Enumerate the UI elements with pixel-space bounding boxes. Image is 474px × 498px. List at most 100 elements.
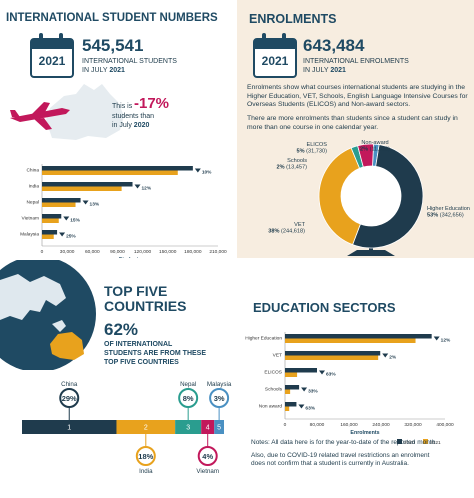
- stand-stem: [369, 246, 373, 252]
- x-tick-label: 150,000: [159, 249, 177, 255]
- slice-percent: 2%: [360, 147, 370, 153]
- percent-badge: [135, 446, 156, 466]
- enrol-count: 643,484: [303, 36, 365, 55]
- percent-badge: [209, 388, 230, 408]
- bar-2020: [42, 230, 58, 235]
- x-axis-title: Students: [119, 257, 142, 258]
- enrolments-panel: ENROLMENTS 2021 643,484 INTERNATIONAL EN…: [237, 0, 474, 258]
- sectors-panel: EDUCATION SECTORS 0 80,000 160,000 240,000 3…: [237, 258, 474, 498]
- category-label: Higher Education: [245, 336, 282, 342]
- intl-students-panel: INTERNATIONAL STUDENT NUMBERS 2021 545,5…: [0, 0, 237, 258]
- slice-value: 53% (342,656): [427, 213, 464, 219]
- bar-2021: [42, 186, 122, 191]
- bar-2021: [285, 338, 416, 343]
- intl-change-desc: students than in July 2020: [112, 113, 155, 129]
- segment-number: 1: [67, 425, 71, 432]
- category-label: Non award: [259, 404, 283, 410]
- slice-name: VET: [294, 222, 305, 228]
- stand-icon: [347, 250, 395, 256]
- countries-bar-chart: 0 30,000 60,000 90,000 120,000 150,000 180,000…: [20, 164, 227, 258]
- decrease-arrow-icon: [319, 370, 325, 375]
- stack-segment: [214, 420, 224, 434]
- slice-value: 2% (11,023): [360, 147, 390, 153]
- slice-name: ELICOS: [306, 142, 327, 148]
- x-tick-label: 60,000: [85, 249, 100, 255]
- country-label: Vietnam: [196, 468, 219, 475]
- slice-count: (31,730): [306, 149, 327, 155]
- decrease-arrow-icon: [82, 200, 89, 205]
- australia-map-icon: [10, 84, 124, 140]
- change-label: 13%: [90, 202, 100, 208]
- slice-count: (13,457): [286, 165, 307, 171]
- slice-count: (11,023): [370, 147, 391, 153]
- bar-2021: [285, 372, 298, 377]
- slice-value: 5% (31,730): [297, 149, 328, 155]
- percent-label: 18%: [138, 452, 153, 461]
- segment-number: 4: [206, 425, 210, 432]
- x-tick-label: 80,000: [310, 422, 325, 428]
- change-label: 63%: [326, 372, 336, 378]
- segment-number: 3: [186, 425, 190, 432]
- x-tick-label: 30,000: [60, 249, 75, 255]
- bar-2021: [285, 406, 290, 411]
- slice-name: Schools: [287, 158, 307, 164]
- bar-2021: [42, 170, 178, 175]
- category-label: Vietnam: [21, 216, 39, 222]
- percent-label: 29%: [62, 394, 77, 403]
- x-tick-label: 120,000: [134, 249, 152, 255]
- x-tick-label: 240,000: [372, 422, 390, 428]
- airplane-icon: [10, 102, 70, 130]
- category-label: Schools: [265, 387, 283, 393]
- top5-title: TOP FIVE COUNTRIES: [104, 283, 187, 314]
- category-label: Malaysia: [20, 232, 39, 238]
- top-five-panel: TOP FIVE COUNTRIES 62% OF INTERNATIONAL …: [0, 258, 237, 498]
- decrease-arrow-icon: [382, 353, 389, 358]
- intl-desc: INTERNATIONAL STUDENTS IN JULY 2021: [82, 58, 177, 74]
- decrease-arrow-icon: [194, 168, 201, 173]
- top5-desc: OF INTERNATIONAL STUDENTS ARE FROM THESE…: [104, 341, 207, 366]
- bar-2020: [42, 182, 133, 187]
- slice-name: Non-award: [361, 140, 388, 146]
- donut-hole: [341, 166, 401, 226]
- legend-label: 2020: [404, 440, 415, 446]
- sectors-title: EDUCATION SECTORS: [253, 300, 396, 315]
- decrease-arrow-icon: [59, 232, 66, 237]
- x-tick-label: 400,000: [436, 422, 454, 428]
- enrol-year: 2021: [261, 54, 289, 68]
- enrol-paragraph-2: There are more enrolments than students …: [247, 115, 458, 131]
- change-label: 25%: [66, 234, 76, 240]
- x-tick-label: 90,000: [110, 249, 125, 255]
- this-is-label: This is: [112, 103, 133, 110]
- globe-icon: [0, 260, 96, 370]
- segment-number: 5: [217, 425, 221, 432]
- percent-badge: [178, 388, 199, 408]
- sectors-bar-chart: 0 80,000 160,000 240,000 320,000 400,000 Enrol…: [245, 332, 454, 446]
- bar-2021: [285, 355, 379, 360]
- x-tick-label: 180,000: [184, 249, 202, 255]
- change-label: 63%: [305, 406, 315, 412]
- percent-badge: [59, 388, 80, 408]
- calendar-icon: 2021: [253, 33, 297, 78]
- percent-badge: [197, 446, 218, 466]
- category-label: ELICOS: [264, 370, 282, 376]
- change-label: 33%: [308, 389, 318, 395]
- bar-2021: [42, 234, 54, 239]
- change-label: 12%: [142, 186, 152, 192]
- slice-name: Higher Education: [427, 206, 470, 212]
- change-label: 2%: [389, 355, 397, 361]
- decrease-arrow-icon: [433, 336, 440, 341]
- slice-count: (342,656): [440, 213, 464, 219]
- stack-segment: [116, 420, 176, 434]
- change-label: 15%: [70, 218, 80, 224]
- slice-percent: 53%: [427, 213, 440, 219]
- slice-percent: 5%: [297, 149, 307, 155]
- percent-label: 3%: [214, 394, 225, 403]
- slice-percent: 38%: [268, 229, 281, 235]
- bar-2020: [285, 385, 300, 390]
- slice-count: (244,618): [281, 229, 305, 235]
- change-label: 10%: [202, 170, 212, 176]
- enrol-title: ENROLMENTS: [249, 12, 337, 26]
